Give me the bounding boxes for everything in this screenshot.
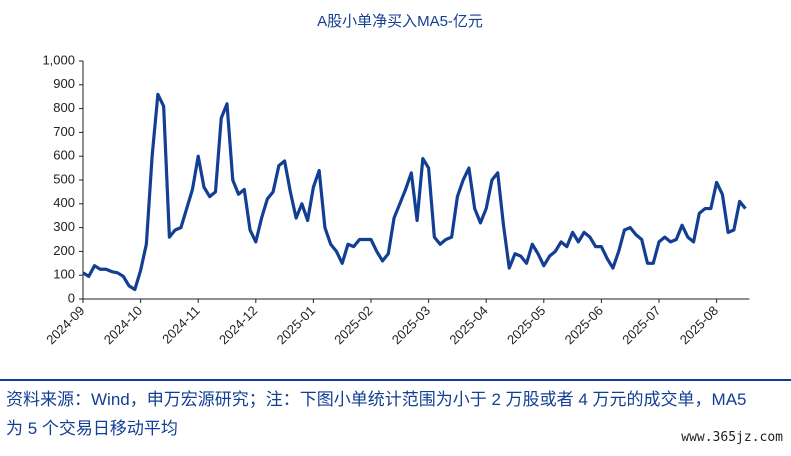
y-tick-label: 600 bbox=[53, 148, 75, 163]
separator bbox=[0, 379, 791, 381]
y-tick-label: 200 bbox=[53, 243, 75, 258]
y-tick-label: 300 bbox=[53, 219, 75, 234]
y-tick-label: 700 bbox=[53, 124, 75, 139]
y-tick-label: 800 bbox=[53, 100, 75, 115]
x-tick-label: 2025-07 bbox=[619, 303, 663, 347]
data-line bbox=[82, 92, 747, 292]
watermark: www.365jz.com bbox=[681, 430, 783, 445]
x-tick-label: 2025-06 bbox=[562, 303, 606, 347]
chart-title: A股小单净买入MA5-亿元 bbox=[317, 13, 483, 30]
x-tick-label: 2024-11 bbox=[159, 303, 203, 347]
x-tick-label: 2025-05 bbox=[504, 303, 548, 347]
y-tick-label: 0 bbox=[68, 290, 75, 305]
x-tick-label: 2025-08 bbox=[677, 303, 721, 347]
y-tick-label: 1,000 bbox=[42, 52, 75, 67]
x-tick-label: 2024-10 bbox=[101, 303, 145, 347]
y-tick-label: 400 bbox=[53, 195, 75, 210]
x-tick-label: 2024-12 bbox=[216, 303, 260, 347]
chart: A股小单净买入MA5-亿元 0 100 200 300 400 500 600 700 800 9… bbox=[42, 13, 750, 347]
x-tick-label: 2025-03 bbox=[389, 303, 433, 347]
y-tick-label: 900 bbox=[53, 76, 75, 91]
x-tick-label: 2025-02 bbox=[331, 303, 375, 347]
x-tick-label: 2025-01 bbox=[274, 303, 318, 347]
y-tick-label: 500 bbox=[53, 171, 75, 186]
x-tick-label: 2024-09 bbox=[43, 303, 87, 347]
y-tick-label: 100 bbox=[53, 267, 75, 282]
source-note: 资料来源：Wind，申万宏源研究；注：下图小单统计范围为小于 2 万股或者 4 … bbox=[6, 390, 747, 438]
x-tick-label: 2025-04 bbox=[446, 303, 490, 347]
